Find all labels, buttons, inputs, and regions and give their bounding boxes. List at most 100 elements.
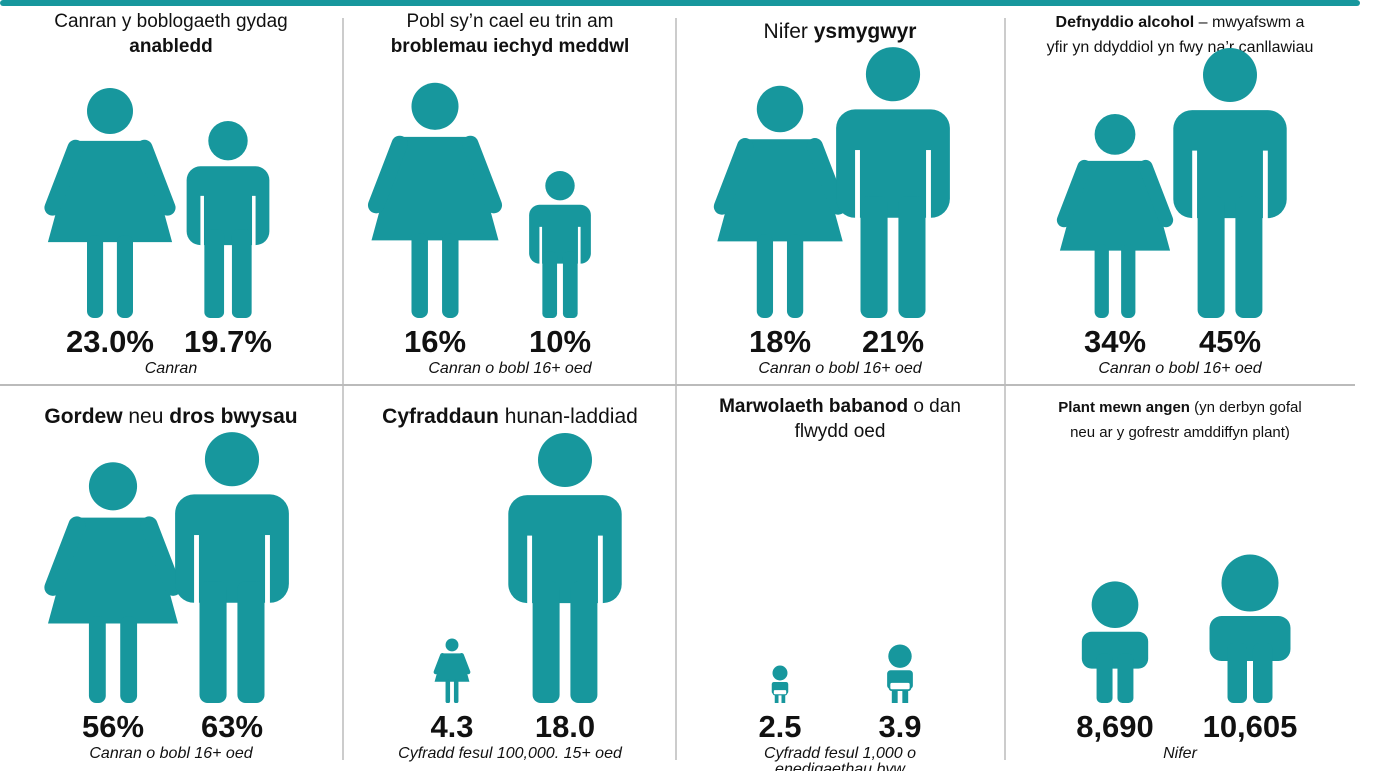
value-label: 18.0 [535,709,595,744]
value-label: 19.7% [184,324,272,359]
arm [462,135,503,214]
panel-title: anabledd [129,36,212,57]
caption: Canran o bobl 16+ oed [1098,360,1262,377]
arm-gap [855,150,860,221]
icon [529,171,591,318]
panel-title: broblemau iechyd meddwl [391,36,630,57]
torso [1173,110,1287,219]
torso [175,494,289,603]
diaper [888,681,912,692]
leg [120,616,138,703]
head [208,121,248,161]
head [411,82,459,130]
caption: Canran o bobl 16+ oed [89,745,253,762]
arm [44,139,84,216]
torso [186,166,270,246]
leg [570,581,598,703]
arm-gap [1192,150,1198,221]
leg [199,581,227,703]
leg [774,694,779,703]
panel-title: flwydd oed [795,421,886,442]
arm-gap [527,535,533,606]
head [756,85,804,133]
icon [1209,554,1291,703]
arm-gap [200,195,204,248]
panel: Defnyddio alcohol – mwyafswm a yfir yn dd… [1047,14,1314,377]
icon [1081,581,1149,703]
value-label: 4.3 [430,709,473,744]
icon [836,47,950,318]
arm-gap [597,535,603,606]
arm [806,138,847,215]
value-label: 63% [201,709,263,744]
leg [756,234,774,318]
caption: enedigaethau byw [775,761,906,771]
title-segment: yfir yn ddyddiol yn fwy na’r canllawiau [1047,39,1314,56]
leg [88,616,106,703]
torso [1209,616,1291,662]
leg [453,679,459,703]
caption: Cyfradd fesul 1,000 o [764,745,916,762]
icon [175,432,289,703]
leg [542,251,558,318]
leg [116,235,133,318]
arm [367,135,408,214]
leg [1094,244,1109,318]
leg [1121,244,1136,318]
panel-title: yfir yn ddyddiol yn fwy na’r canllawiau [1047,39,1314,56]
head [1203,48,1257,102]
panel-title: Pobl sy’n cael eu trin am [407,11,614,32]
title-segment: neu [123,405,170,428]
caption: Nifer [1163,745,1197,762]
icon [713,85,847,318]
leg [562,251,578,318]
leg [1227,643,1248,703]
value-label: 16% [404,324,466,359]
head [545,171,575,201]
leg [1197,196,1225,318]
diaper [772,688,788,696]
icon [367,82,503,318]
leg [898,196,926,318]
value-label: 18% [749,324,811,359]
panel: Pobl sy’n cael eu trin am broblemau iechy… [367,11,630,377]
title-segment: Pobl sy’n cael eu trin am [407,11,614,32]
head [445,638,459,652]
arm-gap [265,535,270,606]
torso [529,204,591,264]
value-label: 56% [82,709,144,744]
arm [433,653,445,675]
icon [44,462,182,703]
arm-gap [252,195,256,248]
icon [1056,113,1174,318]
dress [47,517,179,624]
title-segment: anabledd [129,36,212,57]
panel-title: Canran y boblogaeth gydag [54,11,287,32]
title-segment: neu ar y gofrestr amddiffyn plant) [1070,424,1290,441]
dress [47,140,173,243]
dress [434,653,470,682]
panel-title: neu ar y gofrestr amddiffyn plant) [1070,424,1290,441]
arm-gap [577,226,581,266]
value-label: 3.9 [878,709,921,744]
arm [713,138,754,215]
head [88,462,138,511]
title-segment: o dan [908,396,961,417]
panel: Plant mewn angen (yn derbyn gofal neu ar … [1058,399,1301,762]
head [888,644,912,668]
title-segment: Marwolaeth babanod [719,396,908,417]
arm [1138,159,1174,228]
value-label: 34% [1084,324,1146,359]
panel-title: Gordew neu dros bwysau [44,405,297,428]
head [204,432,260,487]
value-label: 8,690 [1076,709,1154,744]
icon [1173,48,1287,318]
icon [887,644,913,703]
value-label: 10,605 [1203,709,1298,744]
title-segment: ysmygwyr [814,20,917,43]
arm [459,653,471,675]
leg [902,690,909,703]
value-label: 23.0% [66,324,154,359]
icon [44,88,176,318]
